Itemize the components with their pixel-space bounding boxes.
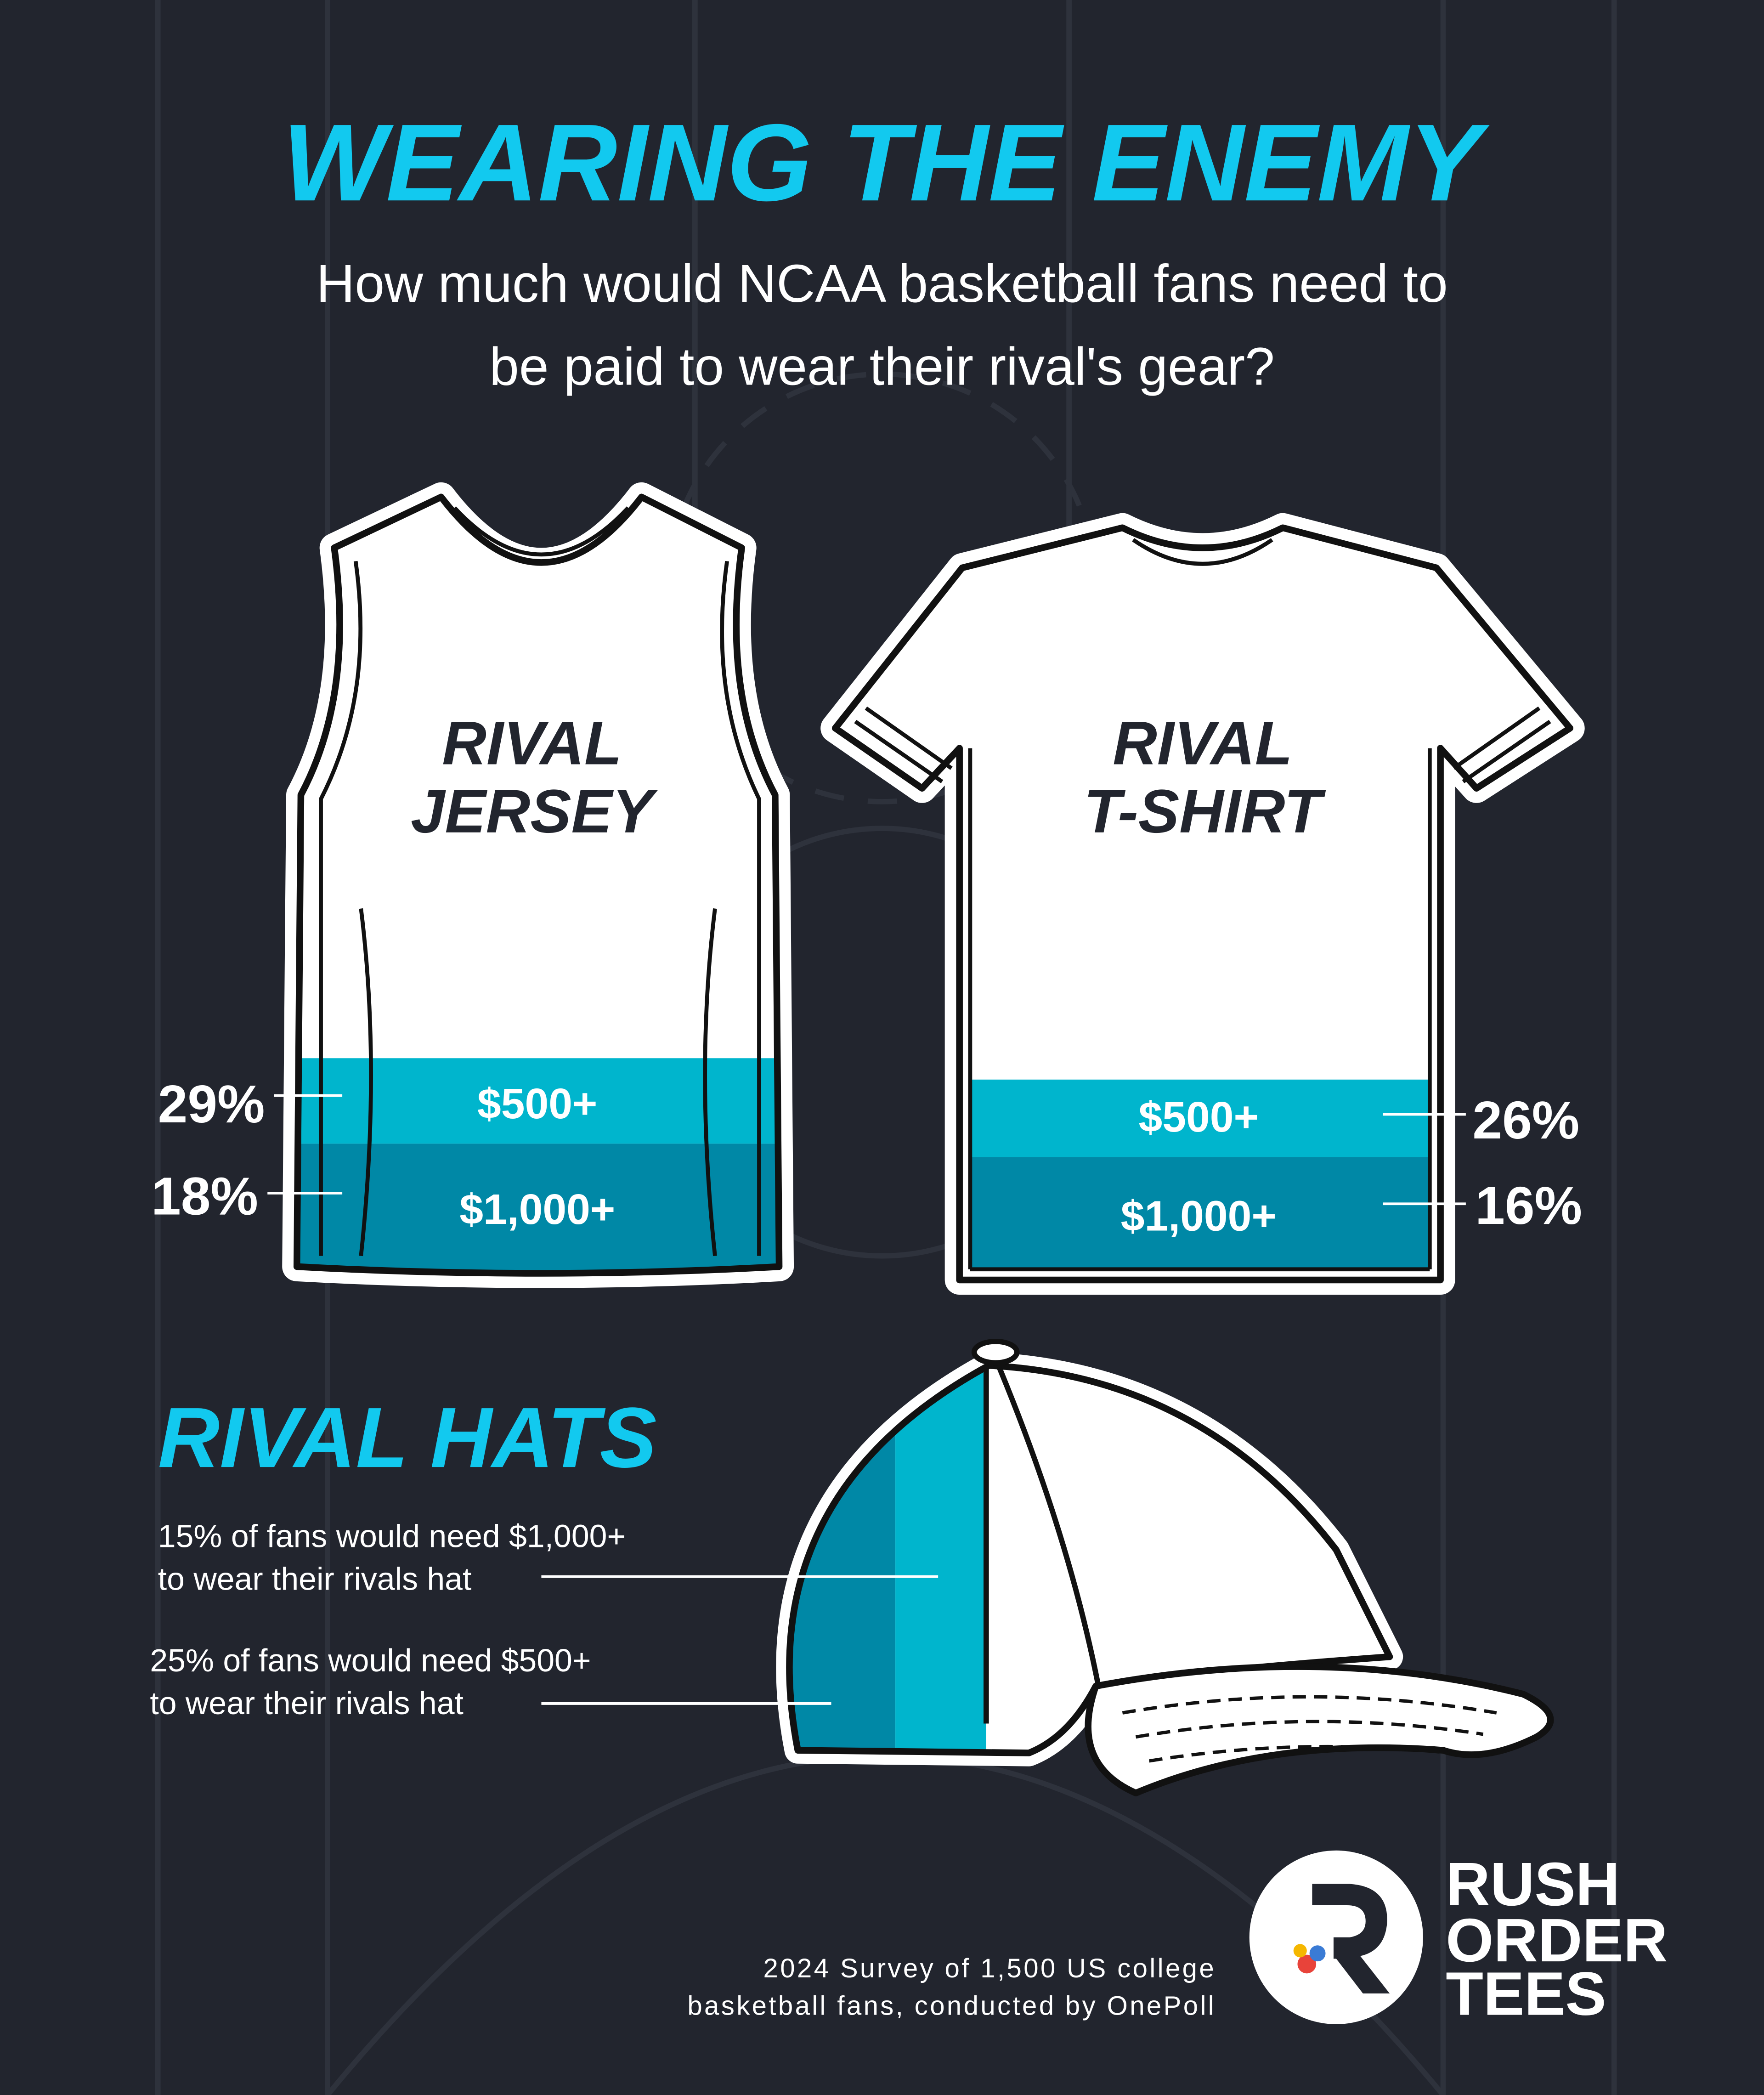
title: WEARING THE ENEMY <box>283 101 1490 224</box>
subtitle: be paid to wear their rival's gear? <box>489 337 1275 396</box>
brand: TEES <box>1446 1960 1606 2028</box>
logo-mark <box>1312 1884 1390 1993</box>
jersey-bands <box>297 1058 780 1274</box>
source: 2024 Survey of 1,500 US college <box>763 1953 1216 1983</box>
price: $500+ <box>1139 1093 1259 1141</box>
band-1000 <box>297 1144 780 1274</box>
brand: ORDER <box>1446 1906 1668 1975</box>
tshirt-trim <box>854 538 1551 1272</box>
price: $1,000+ <box>459 1185 615 1233</box>
hats-note: to wear their rivals hat <box>150 1685 464 1721</box>
jersey-label: RIVAL <box>442 709 622 777</box>
jersey-trim <box>319 506 761 1257</box>
tshirt-bands <box>970 1079 1430 1269</box>
brim-stitching <box>1122 1695 1497 1763</box>
source: basketball fans, conducted by OnePoll <box>687 1991 1216 2021</box>
tshirt-outline <box>831 524 1573 1284</box>
logo-dot <box>1309 1945 1326 1962</box>
share: 29% <box>158 1074 265 1134</box>
hat-brim <box>1085 1663 1554 1797</box>
hats-note: 15% of fans would need $1,000+ <box>158 1518 626 1554</box>
band-1000 <box>970 1157 1430 1269</box>
logo-dot <box>1297 1954 1317 1974</box>
tshirt-label: RIVAL <box>1113 709 1292 777</box>
hats-note: 25% of fans would need $500+ <box>150 1642 591 1678</box>
jersey-outline <box>293 493 783 1277</box>
share: 26% <box>1472 1090 1579 1150</box>
logo-dot <box>1293 1944 1307 1958</box>
share: 18% <box>151 1166 258 1226</box>
hats-title: RIVAL HATS <box>158 1390 657 1485</box>
subtitle: How much would NCAA basketball fans need… <box>316 254 1447 313</box>
band-500 <box>970 1079 1430 1157</box>
jersey-label: JERSEY <box>411 777 658 846</box>
tshirt-label: T-SHIRT <box>1084 777 1326 846</box>
hats-note: to wear their rivals hat <box>158 1561 472 1597</box>
hat-button <box>971 1338 1020 1366</box>
share: 16% <box>1475 1176 1582 1235</box>
price: $500+ <box>477 1080 597 1127</box>
band-500 <box>297 1058 780 1144</box>
brand: RUSH <box>1446 1850 1620 1919</box>
hat-seams <box>984 1365 1101 1724</box>
price: $1,000+ <box>1121 1192 1277 1240</box>
panel-light <box>895 1365 986 1753</box>
